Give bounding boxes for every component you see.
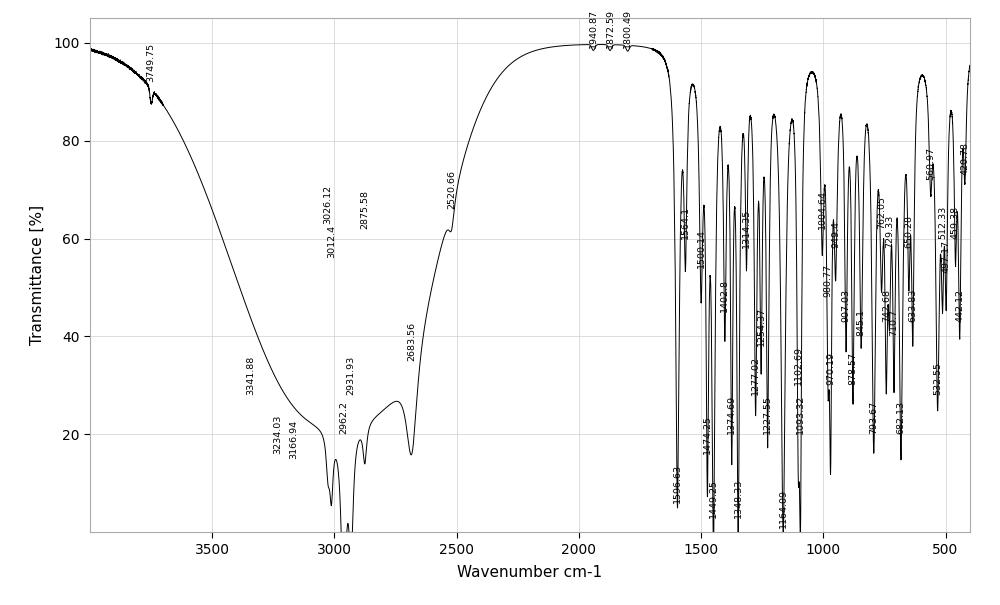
Text: 682.13: 682.13 (897, 401, 906, 434)
Text: 1254.37: 1254.37 (757, 307, 766, 346)
Text: 1102.69: 1102.69 (794, 347, 803, 385)
Text: 878.57: 878.57 (849, 353, 858, 385)
Text: 845.1: 845.1 (857, 310, 866, 336)
Y-axis label: Transmittance [%]: Transmittance [%] (30, 205, 45, 345)
Text: 3234.03: 3234.03 (273, 414, 282, 454)
Text: 1800.49: 1800.49 (623, 8, 632, 48)
Text: 633.83: 633.83 (908, 289, 917, 322)
Text: 742.68: 742.68 (882, 289, 891, 322)
Text: 1500.14: 1500.14 (697, 229, 706, 268)
Text: 793.67: 793.67 (869, 401, 878, 434)
Text: 3749.75: 3749.75 (147, 43, 156, 82)
Text: 512.33: 512.33 (938, 205, 947, 238)
Text: 2962.2: 2962.2 (339, 402, 348, 434)
Text: 907.03: 907.03 (842, 289, 851, 322)
X-axis label: Wavenumber cm-1: Wavenumber cm-1 (457, 565, 603, 580)
Text: 1474.25: 1474.25 (703, 415, 712, 454)
Text: 1314.35: 1314.35 (742, 209, 751, 248)
Text: 3026.12: 3026.12 (324, 185, 333, 224)
Text: 980.77: 980.77 (824, 264, 833, 297)
Text: 1564.1: 1564.1 (681, 206, 690, 238)
Text: 1940.87: 1940.87 (589, 8, 598, 48)
Text: 2683.56: 2683.56 (407, 322, 416, 361)
Text: 497.17: 497.17 (942, 240, 951, 273)
Text: 1004.64: 1004.64 (818, 190, 827, 229)
Text: 650.28: 650.28 (904, 215, 913, 248)
Text: 532.55: 532.55 (933, 362, 942, 395)
Text: 3341.88: 3341.88 (246, 356, 255, 395)
Text: 420.78: 420.78 (960, 142, 969, 175)
Text: 2520.66: 2520.66 (447, 170, 456, 209)
Text: 1402.8: 1402.8 (720, 279, 729, 312)
Text: 1227.55: 1227.55 (763, 396, 772, 434)
Text: 970.19: 970.19 (826, 353, 835, 385)
Text: 1374.69: 1374.69 (727, 395, 736, 434)
Text: 1872.59: 1872.59 (606, 8, 615, 48)
Text: 1164.09: 1164.09 (779, 488, 788, 528)
Text: 1596.63: 1596.63 (673, 464, 682, 503)
Text: 442.12: 442.12 (955, 289, 964, 322)
Text: 1348.33: 1348.33 (734, 479, 743, 518)
Text: 762.05: 762.05 (877, 196, 886, 229)
Text: 1449.25: 1449.25 (709, 479, 718, 518)
Text: 729.33: 729.33 (885, 215, 894, 248)
Text: 710.7: 710.7 (890, 310, 899, 336)
Text: 560.97: 560.97 (926, 147, 935, 180)
Text: 3012.4: 3012.4 (327, 225, 336, 258)
Text: 3166.94: 3166.94 (289, 420, 298, 459)
Text: 2931.93: 2931.93 (347, 356, 356, 395)
Text: 949.4: 949.4 (831, 221, 840, 248)
Text: 1093.32: 1093.32 (796, 395, 805, 434)
Text: 459.38: 459.38 (951, 206, 960, 238)
Text: 2875.58: 2875.58 (360, 190, 369, 229)
Text: 1277.02: 1277.02 (751, 356, 760, 395)
